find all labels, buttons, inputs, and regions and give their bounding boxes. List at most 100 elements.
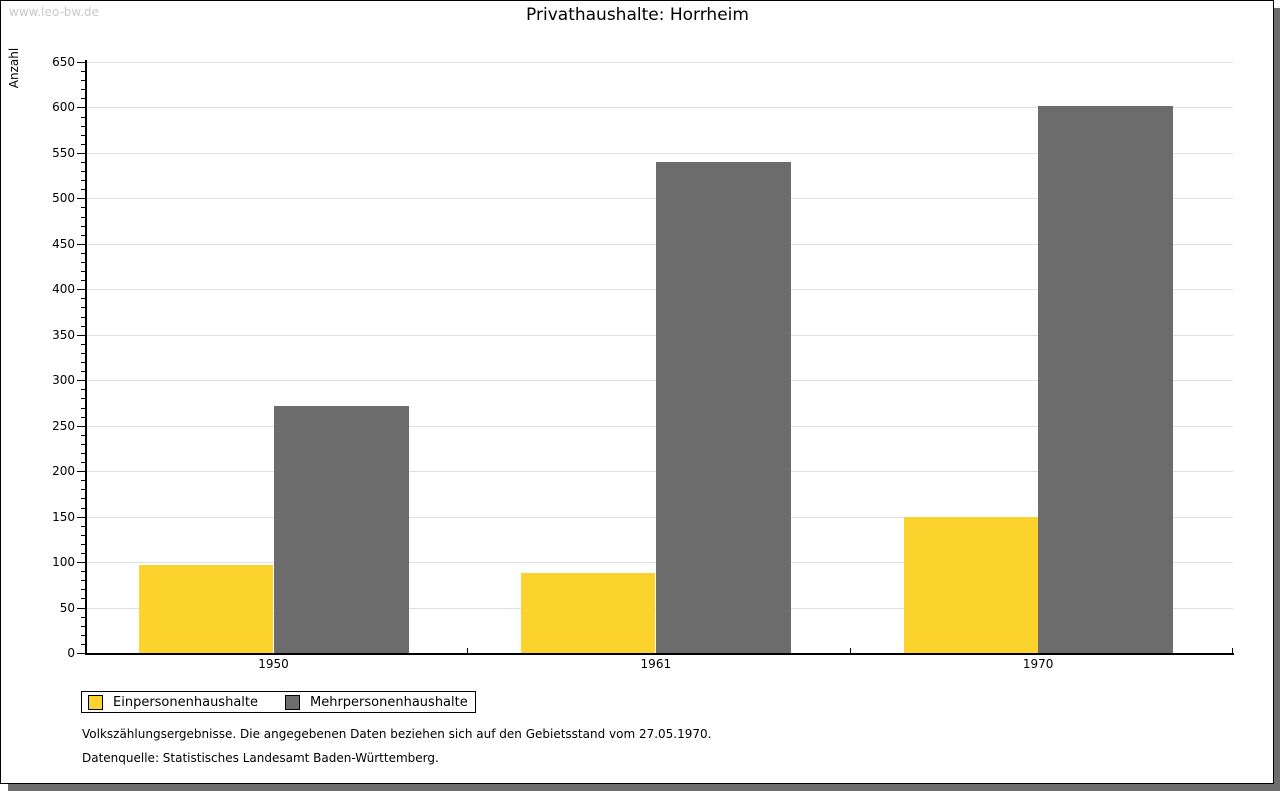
y-major-tick [77,471,85,473]
legend-swatch-icon [285,694,300,710]
y-minor-tick [81,225,85,227]
y-minor-tick [81,180,85,182]
y-minor-tick [81,307,85,309]
y-tick-label: 250 [52,418,75,433]
y-minor-tick [81,216,85,218]
y-tick-label: 200 [52,464,75,479]
bar-einpersonenhaushalte-1970 [903,516,1038,653]
y-minor-tick [81,434,85,436]
y-major-tick [77,516,85,518]
y-tick-label: 350 [52,327,75,342]
y-minor-tick [81,271,85,273]
y-major-tick [77,198,85,200]
y-minor-tick [81,171,85,173]
y-minor-tick [81,116,85,118]
y-major-tick [77,334,85,336]
y-minor-tick [81,489,85,491]
legend-swatch-icon [88,694,103,710]
y-minor-tick [81,616,85,618]
footnote-data-source: Datenquelle: Statistisches Landesamt Bad… [82,751,439,765]
y-major-tick [77,607,85,609]
x-boundary-tick [467,648,468,655]
gridline [87,152,1233,154]
legend-item: Einpersonenhaushalte [88,694,258,710]
legend-label: Einpersonenhaushalte [113,694,258,710]
y-major-tick [77,562,85,564]
y-tick-label: 300 [52,373,75,388]
y-minor-tick [81,89,85,91]
y-minor-tick [81,462,85,464]
y-minor-tick [81,207,85,209]
y-major-tick [77,107,85,109]
y-minor-tick [81,552,85,554]
y-minor-tick [81,416,85,418]
y-minor-tick [81,634,85,636]
bar-mehrpersonenhaushalte-1970 [1038,105,1174,653]
y-major-tick [77,653,85,654]
y-tick-label: 650 [52,55,75,69]
y-minor-tick [81,71,85,73]
footnote-source-basis: Volkszählungsergebnisse. Die angegebenen… [82,727,712,741]
legend: Einpersonenhaushalte Mehrpersonenhaushalt… [81,691,476,713]
y-minor-tick [81,625,85,627]
y-tick-label: 450 [52,236,75,251]
y-tick-label: 500 [52,191,75,206]
y-minor-tick [81,343,85,345]
y-tick-label: 100 [52,555,75,570]
legend-item: Mehrpersonenhaushalte [285,694,468,710]
gridline [87,62,1233,63]
bar-einpersonenhaushalte-1961 [521,572,656,653]
y-axis-line [85,60,87,655]
y-minor-tick [81,589,85,591]
drop-shadow-right [1274,8,1280,791]
y-minor-tick [81,316,85,318]
y-minor-tick [81,443,85,445]
y-minor-tick [81,480,85,482]
y-tick-label: 400 [52,282,75,297]
y-minor-tick [81,571,85,573]
y-minor-tick [81,398,85,400]
x-boundary-tick [850,648,851,655]
y-tick-label: 600 [52,100,75,115]
y-tick-label: 150 [52,509,75,524]
y-minor-tick [81,280,85,282]
y-major-tick [77,243,85,245]
y-major-tick [77,425,85,427]
bar-mehrpersonenhaushalte-1961 [655,162,791,653]
watermark: www.leo-bw.de [9,5,99,19]
y-minor-tick [81,252,85,254]
y-minor-tick [81,234,85,236]
y-minor-tick [81,525,85,527]
bar-einpersonenhaushalte-1950 [139,564,273,653]
y-minor-tick [81,98,85,100]
drop-shadow-bottom [8,784,1280,791]
y-minor-tick [81,80,85,82]
bar-mehrpersonenhaushalte-1950 [273,405,409,653]
x-boundary-tick [1232,648,1233,655]
y-major-tick [77,289,85,291]
x-tick-label: 1950 [258,657,289,671]
y-tick-label: 0 [67,646,75,660]
y-major-tick [77,62,85,63]
y-tick-label: 50 [59,600,75,615]
y-minor-tick [81,134,85,136]
gridline [87,107,1233,109]
y-axis-title: Anzahl [7,47,21,89]
y-minor-tick [81,507,85,509]
y-minor-tick [81,371,85,373]
y-minor-tick [81,162,85,163]
y-minor-tick [81,498,85,500]
y-minor-tick [81,580,85,582]
y-major-tick [77,380,85,382]
y-minor-tick [81,143,85,145]
y-minor-tick [81,362,85,364]
y-minor-tick [81,189,85,191]
y-minor-tick [81,643,85,645]
y-minor-tick [81,298,85,300]
x-tick-label: 1970 [1022,657,1054,671]
y-minor-tick [81,598,85,600]
y-minor-tick [81,352,85,354]
y-minor-tick [81,534,85,536]
y-minor-tick [81,325,85,327]
x-axis-line [85,653,1234,655]
